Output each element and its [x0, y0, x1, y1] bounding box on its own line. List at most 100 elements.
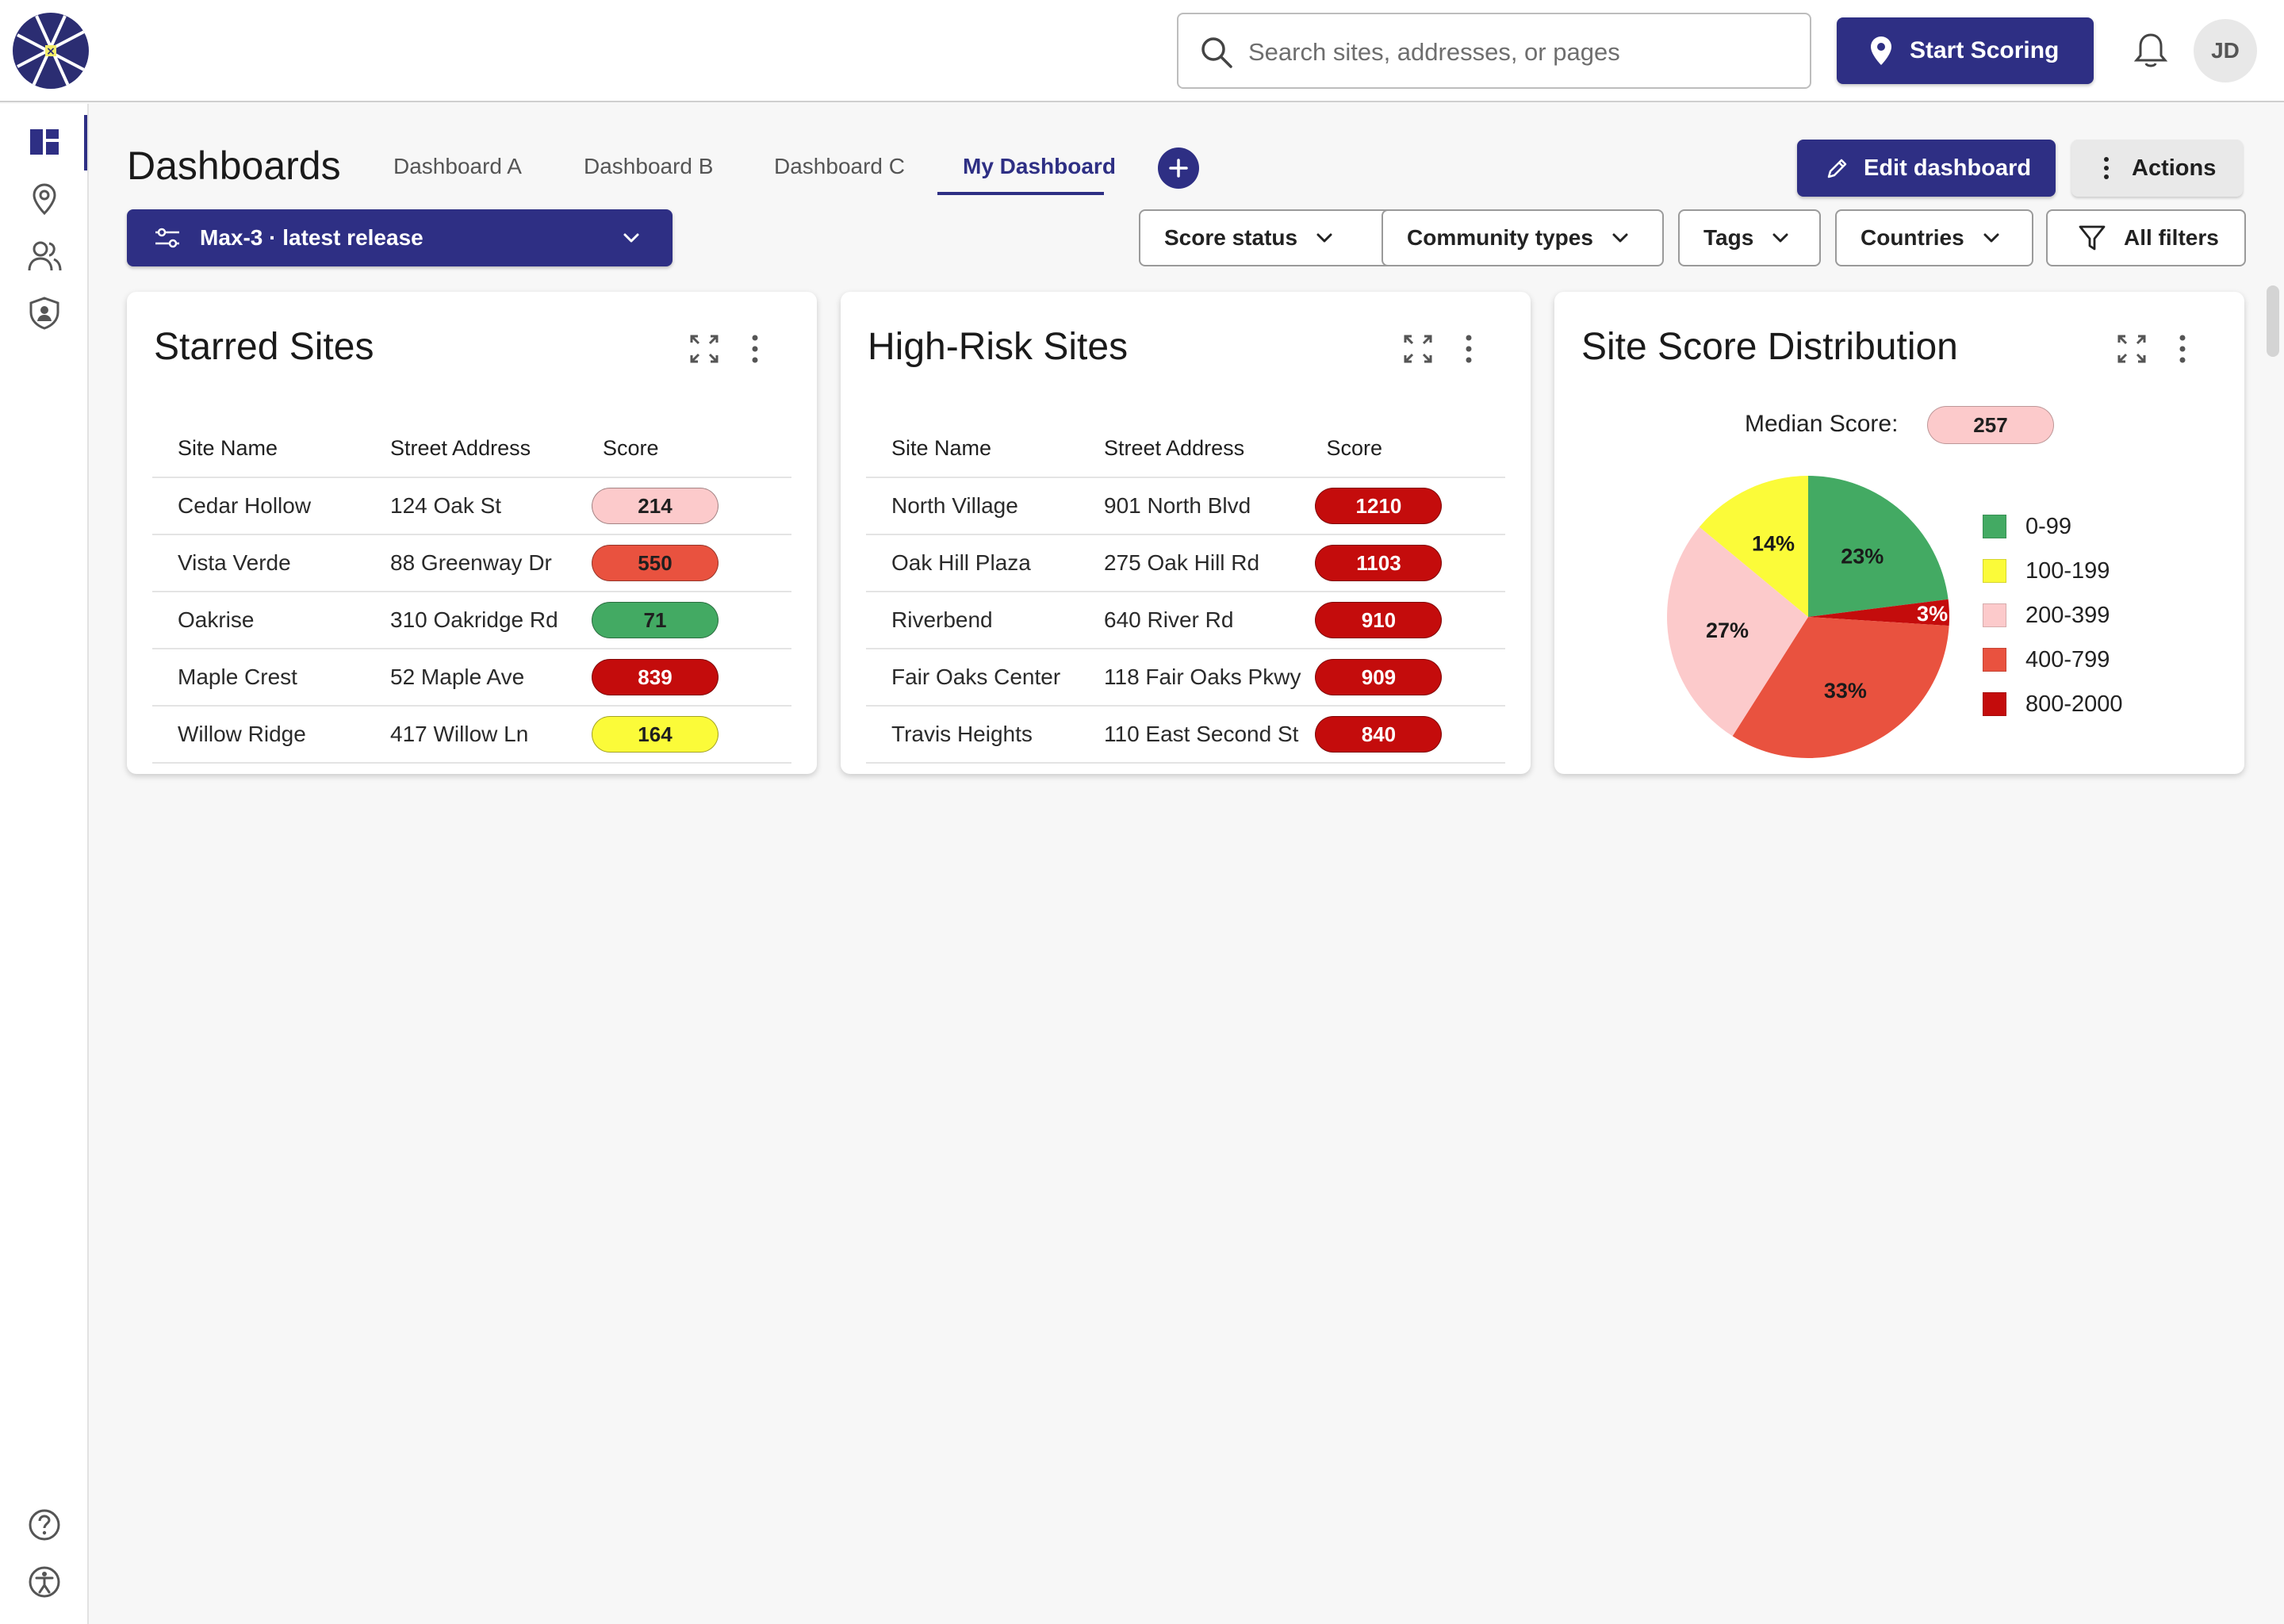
table-row[interactable]: Oak Hill Plaza 275 Oak Hill Rd 1103 — [866, 534, 1505, 592]
search-icon — [1201, 37, 1232, 68]
pie-slice-800-2000[interactable] — [1808, 599, 1949, 626]
score-badge: 839 — [592, 659, 719, 695]
chevron-down-icon — [623, 233, 639, 243]
expand-icon[interactable] — [2116, 333, 2148, 365]
score-badge: 550 — [592, 545, 719, 581]
site-name-cell: Travis Heights — [866, 706, 1079, 764]
table-header-row: Site Name Street Address Score — [152, 420, 791, 478]
more-vertical-icon[interactable] — [750, 331, 760, 366]
all-filters-button[interactable]: All filters — [2046, 209, 2246, 266]
expand-icon[interactable] — [688, 333, 720, 365]
tab-my-dashboard[interactable]: My Dashboard — [963, 154, 1116, 178]
plus-icon — [1169, 159, 1188, 178]
table-row[interactable]: Travis Heights 110 East Second St 840 — [866, 706, 1505, 764]
help-icon[interactable] — [27, 1507, 62, 1542]
top-bar: × Start Scoring JD — [0, 0, 2284, 102]
app-logo[interactable]: × — [13, 13, 89, 89]
legend-label: 100-199 — [2025, 557, 2110, 584]
column-header: Site Name — [866, 420, 1079, 478]
high-risk-sites-card: High-Risk Sites Site Name Street Address… — [841, 292, 1531, 774]
table-row[interactable]: North Village 901 North Blvd 1210 — [866, 477, 1505, 535]
column-header: Score — [577, 420, 791, 478]
score-distribution-card: Site Score Distribution Median Score: 25… — [1554, 292, 2244, 774]
score-cell: 1103 — [1301, 534, 1505, 592]
legend-item[interactable]: 800-2000 — [1983, 682, 2123, 726]
filter-label: Score status — [1164, 225, 1298, 250]
edit-dashboard-button[interactable]: Edit dashboard — [1797, 140, 2056, 197]
column-header: Site Name — [152, 420, 365, 478]
legend-label: 400-799 — [2025, 646, 2110, 672]
add-dashboard-button[interactable] — [1158, 147, 1199, 189]
street-address-cell: 88 Greenway Dr — [365, 534, 577, 592]
sliders-icon — [155, 228, 179, 248]
table-row[interactable]: Cedar Hollow 124 Oak St 214 — [152, 477, 791, 535]
pie-slice-label: 23% — [1841, 545, 1884, 569]
edit-dashboard-label: Edit dashboard — [1864, 155, 2032, 181]
score-badge: 164 — [592, 716, 719, 753]
actions-button[interactable]: Actions — [2071, 140, 2243, 197]
tab-dashboard-c[interactable]: Dashboard C — [774, 154, 905, 178]
site-name-cell: Riverbend — [866, 592, 1079, 649]
legend-item[interactable]: 200-399 — [1983, 593, 2123, 638]
pie-slice-200-399[interactable] — [1667, 527, 1808, 737]
site-name-cell: Oakrise — [152, 592, 365, 649]
user-avatar[interactable]: JD — [2194, 19, 2257, 82]
filter-tags[interactable]: Tags — [1678, 209, 1821, 266]
chevron-down-icon — [1612, 233, 1628, 243]
page-title: Dashboards — [127, 144, 341, 188]
search-input[interactable] — [1248, 30, 1795, 75]
street-address-cell: 52 Maple Ave — [365, 649, 577, 707]
expand-icon[interactable] — [1402, 333, 1434, 365]
dashboard-icon[interactable] — [27, 124, 62, 159]
table-row[interactable]: Fair Oaks Center 118 Fair Oaks Pkwy 909 — [866, 649, 1505, 707]
starred-sites-table: Site Name Street Address Score Cedar Hol… — [152, 420, 791, 764]
start-scoring-label: Start Scoring — [1910, 37, 2060, 63]
legend-item[interactable]: 0-99 — [1983, 504, 2123, 549]
pie-slice-label: 3% — [1917, 602, 1948, 626]
notifications-bell-icon[interactable] — [2133, 32, 2168, 70]
pie-slice-400-799[interactable] — [1732, 617, 1949, 758]
table-row[interactable]: Maple Crest 52 Maple Ave 839 — [152, 649, 791, 707]
chevron-down-icon — [1316, 233, 1332, 243]
tab-dashboard-b[interactable]: Dashboard B — [584, 154, 714, 178]
start-scoring-button[interactable]: Start Scoring — [1837, 17, 2094, 84]
score-cell: 910 — [1301, 592, 1505, 649]
pie-slice-0-99[interactable] — [1808, 476, 1949, 617]
legend-item[interactable]: 100-199 — [1983, 549, 2123, 593]
pie-slice-100-199[interactable] — [1699, 476, 1808, 617]
more-vertical-icon[interactable] — [2178, 331, 2187, 366]
more-vertical-icon[interactable] — [1464, 331, 1473, 366]
street-address-cell: 901 North Blvd — [1079, 477, 1301, 535]
legend-label: 200-399 — [2025, 602, 2110, 628]
legend-item[interactable]: 400-799 — [1983, 638, 2123, 682]
score-badge: 1210 — [1315, 488, 1443, 524]
pie-slice-label: 27% — [1706, 619, 1749, 642]
table-row[interactable]: Vista Verde 88 Greenway Dr 550 — [152, 534, 791, 592]
filter-community-types[interactable]: Community types — [1382, 209, 1664, 266]
score-cell: 839 — [577, 649, 791, 707]
legend-label: 800-2000 — [2025, 691, 2123, 717]
release-selector[interactable]: Max-3 · latest release — [127, 209, 673, 266]
users-icon[interactable] — [27, 239, 62, 274]
score-cell: 840 — [1301, 706, 1505, 764]
score-pie-chart: 23% 3% 33% 27% 14% — [1667, 476, 1949, 758]
score-badge: 840 — [1315, 716, 1443, 753]
release-label: Max-3 · latest release — [200, 225, 423, 250]
table-row[interactable]: Oakrise 310 Oakridge Rd 71 — [152, 592, 791, 649]
filter-score-status[interactable]: Score status — [1139, 209, 1407, 266]
filter-countries[interactable]: Countries — [1835, 209, 2033, 266]
search-box[interactable] — [1177, 13, 1811, 89]
table-row[interactable]: Willow Ridge 417 Willow Ln 164 — [152, 706, 791, 764]
location-pin-icon[interactable] — [27, 182, 62, 216]
accessibility-icon[interactable] — [27, 1565, 62, 1599]
legend-swatch — [1983, 515, 2006, 538]
page-scrollbar[interactable] — [2267, 285, 2279, 357]
street-address-cell: 275 Oak Hill Rd — [1079, 534, 1301, 592]
table-row[interactable]: Riverbend 640 River Rd 910 — [866, 592, 1505, 649]
shield-user-icon[interactable] — [27, 296, 62, 331]
tab-dashboard-a[interactable]: Dashboard A — [393, 154, 522, 178]
score-cell: 1210 — [1301, 477, 1505, 535]
filter-label: Community types — [1407, 225, 1593, 250]
card-title: High-Risk Sites — [868, 326, 1129, 368]
active-tab-indicator — [937, 192, 1104, 195]
